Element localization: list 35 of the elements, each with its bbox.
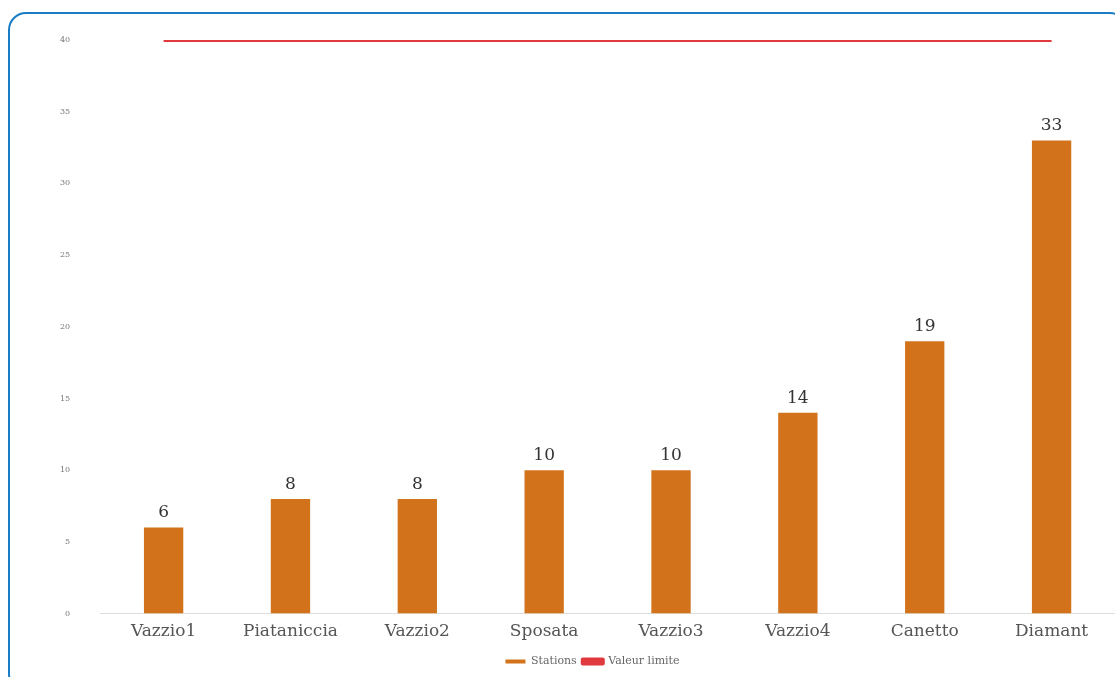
data-label: 6 xyxy=(158,501,170,522)
data-label: 14 xyxy=(787,386,809,407)
x-tick-label: Diamant xyxy=(1014,620,1089,641)
x-tick-label: Vazzio1 xyxy=(129,620,197,641)
y-tick-label: 25 xyxy=(59,250,71,260)
data-label: 19 xyxy=(913,315,936,336)
y-tick-label: 35 xyxy=(59,106,71,116)
y-tick-label: 5 xyxy=(65,536,71,546)
legend-label: Valeur limite xyxy=(607,654,680,668)
y-tick-label: 0 xyxy=(65,608,71,618)
bar xyxy=(270,498,311,614)
x-tick-label: Vazzio4 xyxy=(764,620,831,641)
y-tick-label: 15 xyxy=(59,393,71,403)
data-label: 8 xyxy=(285,472,296,493)
data-label: 10 xyxy=(533,444,555,465)
x-tick-label: Piataniccia xyxy=(242,620,338,641)
y-tick-label: 10 xyxy=(59,465,71,475)
y-tick-label: 40 xyxy=(59,35,71,45)
x-tick-label: Vazzio3 xyxy=(637,620,704,641)
x-tick-label: Sposata xyxy=(509,620,579,641)
legend-label: Stations xyxy=(530,654,578,668)
bar xyxy=(524,470,564,614)
x-tick-label: Canetto xyxy=(890,620,959,641)
bar xyxy=(397,498,437,614)
bar xyxy=(143,527,184,614)
data-label: 10 xyxy=(660,444,682,465)
y-tick-label: 20 xyxy=(59,321,71,331)
data-label: 33 xyxy=(1040,114,1063,135)
x-tick-label: Vazzio2 xyxy=(383,620,450,641)
data-label: 8 xyxy=(411,472,423,493)
bar xyxy=(1031,140,1072,614)
bar xyxy=(905,341,945,614)
bar xyxy=(651,470,691,614)
bar xyxy=(778,412,818,614)
y-tick-label: 30 xyxy=(59,178,71,188)
